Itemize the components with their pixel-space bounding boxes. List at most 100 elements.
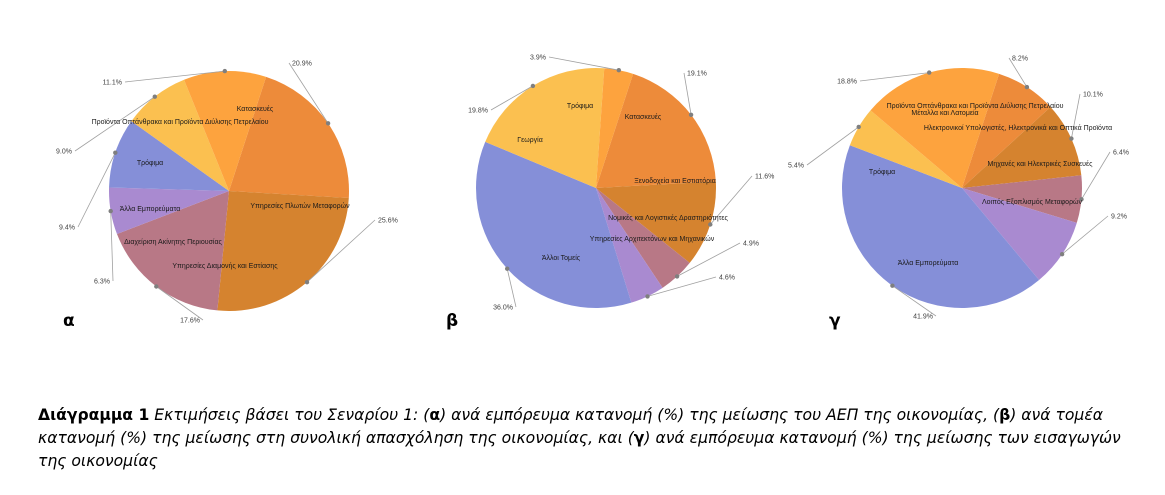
pie-slice	[596, 181, 717, 263]
chart-c-letter: γ	[829, 311, 841, 331]
leader-dot	[530, 83, 536, 89]
slice-value-label: 11.1%	[103, 80, 122, 87]
slice-value-label: 5.4%	[788, 163, 804, 170]
pie-slice	[849, 110, 962, 188]
slice-category-label: Προϊόντα Οπτάνθρακα και Προϊόντα Διύλιση…	[92, 118, 269, 126]
slice-value-label: 25.6%	[378, 218, 398, 225]
slice-category-label: Διαχείριση Ακίνητης Περιουσίας	[124, 238, 222, 246]
slice-category-label: Τρόφιμα	[137, 159, 163, 167]
leader-dot	[674, 274, 680, 279]
pie-slice	[596, 73, 716, 188]
leader-dot	[108, 208, 113, 214]
leader-dot	[1059, 252, 1065, 257]
slice-category-label: Λοιπός Εξοπλισμός Μεταφορών	[982, 198, 1083, 206]
leader-dot	[325, 121, 331, 126]
pie-slice	[596, 188, 663, 303]
leader-line	[676, 242, 741, 277]
leader-line	[77, 152, 116, 228]
pie-slice	[229, 76, 350, 198]
slice-value-label: 3.9%	[530, 55, 546, 62]
slice-value-label: 36.0%	[493, 305, 513, 312]
slice-value-label: 10.1%	[1083, 92, 1103, 99]
caption-text-1: Εκτιμήσεις βάσει του Σεναρίου 1: (α) ανά…	[38, 406, 1121, 470]
leader-dot	[113, 150, 118, 155]
slice-category-label: Άλλα Εμπορεύματα	[120, 205, 181, 213]
slice-category-label: Γεωργία	[517, 136, 543, 144]
leader-line	[709, 175, 753, 225]
leader-dot	[222, 68, 227, 74]
slice-value-label: 8.2%	[1012, 56, 1028, 63]
leader-dot	[1024, 84, 1030, 90]
chart-b-letter: β	[446, 311, 459, 331]
pie-slice	[485, 67, 605, 188]
leader-dot	[856, 124, 861, 130]
pie-slice	[116, 191, 229, 311]
slice-category-label: Μέταλλα και Λατομεία	[911, 109, 978, 117]
slice-value-label: 9.0%	[56, 149, 72, 156]
caption-ref-c: γ	[633, 429, 645, 447]
pie-slice	[596, 188, 690, 288]
slice-category-label: Μηχανές και Ηλεκτρικές Συσκευές	[988, 160, 1094, 168]
slice-value-label: 4.6%	[719, 275, 735, 282]
caption-ref-a: α	[429, 406, 441, 424]
pie-slice	[962, 106, 1082, 188]
slice-category-label: Ξενοδοχεία και Εστιατόρια	[634, 177, 716, 185]
slice-category-label: Προϊόντα Οπτάνθρακα και Προϊόντα Διύλιση…	[887, 102, 1064, 110]
pie-slice	[108, 187, 229, 235]
slice-value-label: 19.8%	[468, 108, 488, 115]
leader-dot	[616, 68, 621, 73]
slice-value-label: 18.8%	[837, 79, 857, 86]
leader-line	[124, 70, 225, 83]
leader-dot	[152, 94, 157, 99]
slice-value-label: 9.4%	[59, 225, 75, 232]
slice-value-label: 11.6%	[755, 174, 774, 181]
leader-dot	[688, 112, 694, 118]
slice-value-label: 6.3%	[94, 279, 110, 286]
leader-line	[306, 219, 376, 283]
pie-slice	[596, 68, 634, 188]
leader-line	[1071, 93, 1081, 139]
caption-label: Διάγραμμα 1	[38, 406, 150, 424]
pie-slice	[962, 188, 1077, 280]
slice-value-label: 41.9%	[913, 314, 933, 321]
slice-category-label: Υπηρεσίες Αρχιτεκτόνων και Μηχανικών	[590, 235, 715, 243]
leader-line	[74, 96, 156, 152]
chart-a-letter: α	[63, 311, 75, 331]
slice-value-label: 17.6%	[180, 318, 200, 325]
pie-slice	[962, 175, 1083, 223]
slice-category-label: Κατασκευές	[625, 113, 662, 121]
pie-slice	[870, 67, 1000, 188]
slice-category-label: Τρόφιμα	[567, 102, 593, 110]
leader-line	[683, 72, 692, 115]
leader-line	[110, 211, 114, 282]
slice-value-label: 4.9%	[743, 241, 759, 248]
leader-line	[156, 286, 204, 321]
pie-charts-figure: 20.9% Κατασκευές 25.6% Υπηρεσίες Πλωτών Μετ…	[56, 55, 1129, 325]
slice-category-label: Υπηρεσίες Διαμονής και Εστίασης	[172, 262, 278, 270]
leader-dot	[1079, 197, 1084, 202]
leader-line	[490, 85, 534, 111]
slice-category-label: Κατασκευές	[237, 105, 274, 113]
slice-value-label: 19.1%	[687, 71, 707, 78]
leader-dot	[1069, 136, 1074, 141]
leader-line	[806, 126, 859, 166]
pie-slice	[184, 71, 267, 191]
slice-category-label: Υπηρεσίες Πλωτών Μεταφορών	[250, 202, 350, 210]
slice-value-label: 20.9%	[292, 61, 312, 68]
slice-category-label: Ηλεκτρονικοί Υπολογιστές, Ηλεκτρονικά κα…	[924, 124, 1112, 132]
slice-category-label: Τρόφιμα	[869, 168, 895, 176]
pie-slice	[131, 79, 229, 191]
leader-line	[506, 268, 517, 308]
figure-caption: Διάγραμμα 1 Εκτιμήσεις βάσει του Σεναρίο…	[38, 404, 1148, 473]
slice-value-label: 6.4%	[1113, 150, 1129, 157]
leader-dot	[505, 266, 510, 271]
leader-line	[1008, 57, 1028, 88]
slice-category-label: Νομικές και Λογιστικές Δραστηριότητες	[608, 214, 728, 222]
pie-slice	[962, 73, 1051, 188]
leader-line	[859, 72, 930, 82]
leader-line	[548, 56, 619, 71]
pie-chart-1: 20.9% Κατασκευές 25.6% Υπηρεσίες Πλωτών Μετ…	[56, 61, 398, 325]
caption-ref-b: β	[999, 406, 1011, 424]
leader-dot	[708, 222, 713, 227]
pie-chart-2: 19.1% Κατασκευές 11.6% Ξενοδοχεία και Εστια…	[468, 55, 774, 312]
